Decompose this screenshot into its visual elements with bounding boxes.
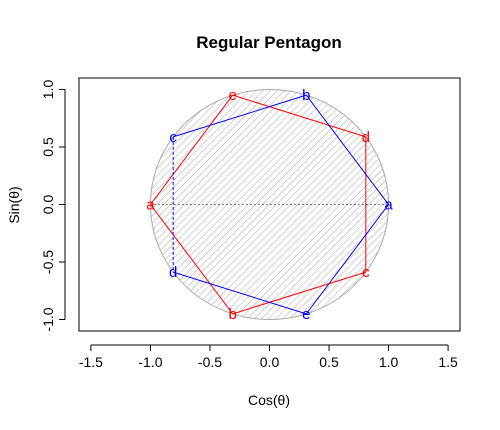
y-tick-label: 1.0 <box>40 80 56 100</box>
series-2-vertex-d: d <box>169 264 177 281</box>
axis-layer: -1.5 -1.0 -0.5 0.0 0.5 1.0 1.5 -1.0 -0.5 0.0 0.5 1.… <box>40 77 461 370</box>
series-1-edge-bc <box>232 271 366 315</box>
series-1-vertex-c: c <box>362 264 370 281</box>
series-1-edge-ea <box>150 94 234 205</box>
series-1-edge-ab <box>150 204 234 315</box>
x-tick-label: 1.5 <box>438 354 458 370</box>
x-tick-label: -1.0 <box>138 354 162 370</box>
x-axis-label: Cos(θ) <box>248 392 290 408</box>
plot-frame <box>78 77 461 332</box>
series-2-edge-de <box>173 271 307 315</box>
series-2-vertex-a: a <box>384 197 393 214</box>
y-tick-label: -0.5 <box>40 250 56 274</box>
series-2-vertex-b: b <box>302 87 310 104</box>
series-2-vertex-e: e <box>302 306 310 323</box>
series-1-edge-de <box>232 94 366 138</box>
x-tick-label: 0.5 <box>319 354 339 370</box>
series-1-vertex-b: b <box>229 306 237 323</box>
series-2-edge-bc <box>173 94 307 138</box>
y-tick-label: -1.0 <box>40 307 56 331</box>
series-1-vertex-d: d <box>362 129 370 146</box>
series-2-vertex-c: c <box>169 129 177 146</box>
x-tick-label: -0.5 <box>198 354 222 370</box>
x-tick-label: 1.0 <box>379 354 399 370</box>
plot-layer: a b c d e a b c d e <box>146 87 393 323</box>
series-2-edge-ab <box>305 94 389 205</box>
series-2-edge-ea <box>305 204 389 315</box>
series-1-vertex-a: a <box>146 197 155 214</box>
y-tick-label: 0.5 <box>40 137 56 157</box>
chart-title: Regular Pentagon <box>196 33 341 52</box>
x-tick-label: 0.0 <box>260 354 280 370</box>
x-tick-label: -1.5 <box>79 354 103 370</box>
y-axis-label: Sin(θ) <box>6 186 22 223</box>
y-tick-label: 0.0 <box>40 195 56 215</box>
series-1-vertex-e: e <box>229 87 237 104</box>
unit-circle <box>149 89 390 320</box>
